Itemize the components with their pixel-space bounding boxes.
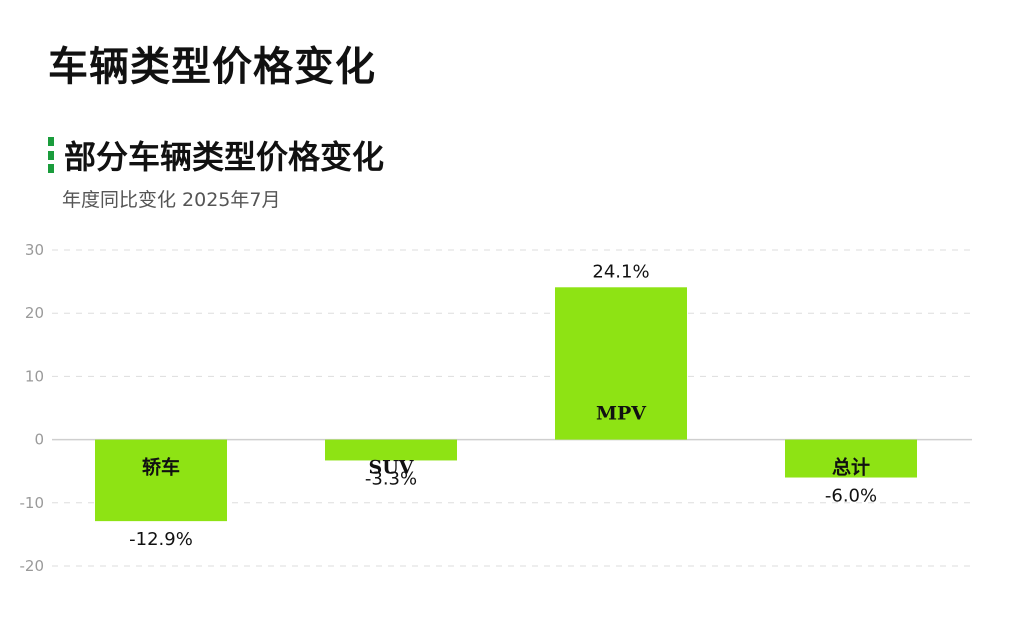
y-tick-label: 20 <box>25 304 44 322</box>
y-tick-label: 0 <box>34 431 44 449</box>
bar <box>785 439 917 478</box>
y-tick-label: -20 <box>20 557 45 575</box>
data-label: -12.9% <box>129 529 193 550</box>
chart-title: 部分车辆类型价格变化 <box>64 138 385 176</box>
category-label: 轿车 <box>142 456 180 479</box>
bars <box>95 287 917 522</box>
chart-title-row: 部分车辆类型价格变化 <box>48 132 384 178</box>
category-label: SUV <box>368 457 414 479</box>
labels: 轿车 -12.9% SUV-3.3% MPV 24.1% 总计 -6.0% <box>129 261 877 550</box>
y-tick-label: 30 <box>25 241 44 259</box>
category-label: MPV <box>596 403 647 425</box>
category-label: 总计 <box>832 456 870 479</box>
data-label: 24.1% <box>592 261 649 282</box>
chart-subtitle: 年度同比变化 2025年7月 <box>62 189 281 211</box>
bar <box>325 439 457 461</box>
y-tick-label: -10 <box>20 494 45 512</box>
data-label: -3.3% <box>365 468 417 489</box>
bar <box>555 287 687 440</box>
page-title: 车辆类型价格变化 <box>48 43 376 90</box>
data-label: -6.0% <box>825 486 877 507</box>
y-axis-ticks: 30 20 10 0 -10 -20 <box>20 241 45 575</box>
bar <box>95 439 227 522</box>
title-accent-icon <box>48 137 54 173</box>
y-tick-label: 10 <box>25 367 44 385</box>
